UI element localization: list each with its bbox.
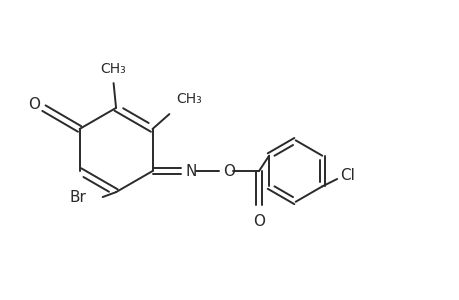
Text: CH₃: CH₃	[175, 92, 201, 106]
Text: Cl: Cl	[339, 168, 354, 183]
Text: O: O	[28, 97, 40, 112]
Text: O: O	[223, 164, 235, 178]
Text: CH₃: CH₃	[101, 62, 126, 76]
Text: N: N	[185, 164, 196, 178]
Text: Br: Br	[69, 190, 86, 205]
Text: O: O	[252, 214, 264, 229]
